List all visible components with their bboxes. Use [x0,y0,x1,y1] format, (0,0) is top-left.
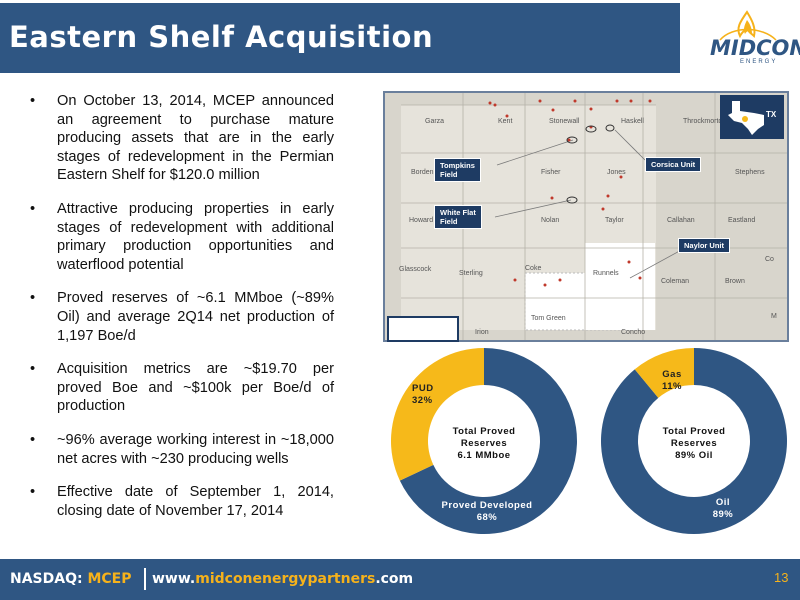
county-label: Coke [525,265,542,272]
county-label: Runnels [593,270,619,277]
oil-label: Oil 89% [698,497,748,521]
county-label: Haskell [621,118,644,125]
texas-badge: TX [720,95,784,139]
state-badge-text: TX [766,110,777,119]
slice-pct: 89% [712,509,734,520]
slice-pct: 32% [412,395,433,406]
donut-slice-pud [391,348,484,481]
center-line2: Reserves [670,438,718,449]
pud-label: PUD 32% [412,383,452,407]
center-line1: Total Proved [452,426,516,437]
white-flat-line2: Field [440,217,458,226]
county-label: Taylor [605,217,624,224]
slice-name: Oil [715,497,731,508]
county-label: Kent [498,118,513,125]
donut-center-label: Total Proved Reserves 6.1 MMboe [420,426,548,462]
url-suffix: .com [375,571,414,587]
tompkins-line1: Tompkins [440,161,475,170]
county-label: Tom Green [531,315,566,322]
proved-developed-label: Proved Developed 68% [432,500,542,524]
county-label: Fisher [541,169,561,176]
bullet-item: Effective date of September 1, 2014, clo… [26,483,334,520]
slice-name: Proved Developed [441,500,533,511]
bullet-item: ~96% average working interest in ~18,000… [26,431,334,468]
center-line3: 6.1 MMboe [457,450,511,461]
slice-name: Gas [662,369,682,380]
map-legend-box [387,316,459,342]
county-label: Stonewall [549,118,580,125]
url-prefix: www. [152,571,196,587]
county-label: Sterling [459,270,483,277]
county-label: Throckmorton [683,118,727,125]
flame-icon [719,10,777,41]
oil-gas-donut-chart [601,348,787,534]
county-label: M [771,313,777,320]
donut-slice-gas [634,348,694,398]
page-number: 13 [774,570,789,585]
county-label: Coleman [661,278,690,285]
bullet-item: On October 13, 2014, MCEP announced an a… [26,92,334,185]
county-label: Glasscock [399,266,432,273]
county-label: Brown [725,278,745,285]
donut-slice-oil [601,348,787,534]
bullet-item: Attractive producing properties in early… [26,200,334,274]
white-flat-field-label: White Flat Field [434,205,482,229]
midcon-logo: MIDCON ENERGY [690,6,800,70]
logo-name: MIDCON [710,36,800,60]
county-lines [401,93,787,340]
county-label: Co [765,256,774,263]
county-label: Stephens [735,169,765,176]
reserves-donut-chart [391,348,577,534]
header: Eastern Shelf Acquisition MIDCON ENERGY [0,0,800,76]
nasdaq-text: NASDAQ: [10,571,88,587]
donut-center-label: Total Proved Reserves 89% Oil [630,426,758,462]
naylor-unit-label: Naylor Unit [678,238,731,253]
county-label: Howard [409,217,434,224]
bullet-item: Acquisition metrics are ~$19.70 per prov… [26,360,334,416]
logo-sub: ENERGY [740,59,778,65]
page-title: Eastern Shelf Acquisition [9,20,434,54]
donut-slice-proved-developed [399,348,577,534]
white-flat-line1: White Flat [440,208,476,217]
url-domain: midconenergypartners [195,571,376,587]
ticker-symbol: MCEP [87,571,132,587]
county-label: Jones [607,169,626,176]
title-bar: Eastern Shelf Acquisition [0,3,680,73]
county-label: Nolan [541,217,560,224]
corsica-unit-label: Corsica Unit [645,157,702,172]
footer: NASDAQ: MCEP www.midconenergypartners.co… [0,559,800,600]
footer-exchange: NASDAQ: MCEP [10,571,132,587]
county-label: Irion [475,329,489,336]
bullet-item: Proved reserves of ~6.1 MMboe (~89% Oil)… [26,289,334,345]
tompkins-line2: Field [440,170,458,179]
tompkins-field-label: Tompkins Field [434,158,481,182]
county-label: Callahan [667,217,695,224]
slice-pct: 11% [662,381,682,392]
county-label: Eastland [728,217,756,224]
county-label: Borden [411,169,434,176]
gas-label: Gas 11% [650,369,694,393]
center-line2: Reserves [460,438,508,449]
website-link[interactable]: www.midconenergypartners.com [152,571,413,587]
slice-name: PUD [412,383,434,394]
slice-pct: 68% [476,512,498,523]
county-label: Garza [425,118,445,125]
center-line3: 89% Oil [675,450,713,461]
center-line1: Total Proved [662,426,726,437]
county-label: Concho [621,329,646,336]
texas-outline-icon [720,95,784,139]
bullet-list: On October 13, 2014, MCEP announced an a… [26,92,334,535]
footer-divider [144,568,146,590]
